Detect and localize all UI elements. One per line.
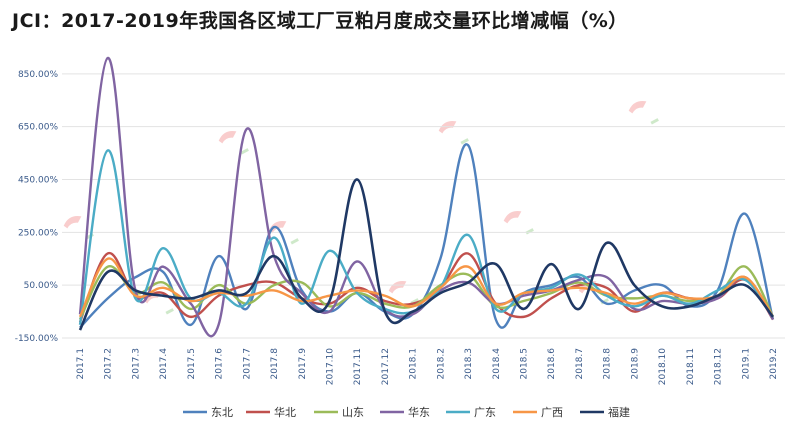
- legend-label: 东北: [211, 406, 233, 419]
- y-tick-label: -150.00%: [15, 334, 59, 344]
- x-axis-ticks: 2017.1 2017.2 2017.3 2017.4 2017.5 2017.6 2017…: [76, 348, 779, 385]
- legend-label: 华北: [274, 405, 296, 419]
- series-line-7: [78, 178, 775, 331]
- x-tick-label: 2019.2: [769, 348, 779, 380]
- x-tick-label: 2017.5: [187, 348, 197, 380]
- x-tick-label: 2018.6: [547, 348, 557, 380]
- legend-label: 华东: [408, 405, 430, 419]
- x-tick-label: 2018.5: [520, 348, 530, 380]
- x-tick-label: 2017.11: [353, 348, 363, 385]
- x-tick-label: 2017.10: [325, 348, 335, 385]
- x-tick-label: 2018.7: [575, 348, 585, 380]
- legend: 东北 华北 山东 华东 广东 广西 福建: [183, 405, 630, 419]
- x-tick-label: 2017.2: [104, 348, 114, 380]
- series-line-4: [78, 56, 775, 338]
- x-tick-label: 2017.1: [76, 348, 86, 380]
- x-tick-label: 2018.9: [630, 348, 640, 380]
- x-tick-label: 2018.10: [658, 348, 668, 385]
- y-axis-ticks: 850.00% 650.00% 450.00% 250.00% 50.00% -150.0…: [15, 70, 59, 344]
- series-line-5: [78, 149, 774, 325]
- x-tick-label: 2018.1: [409, 348, 419, 380]
- x-tick-label: 2018.4: [492, 348, 502, 380]
- y-tick-label: 250.00%: [18, 228, 58, 238]
- x-tick-label: 2019.1: [741, 348, 751, 380]
- y-tick-label: 850.00%: [18, 70, 58, 80]
- x-tick-label: 2018.8: [603, 348, 613, 380]
- watermark: [503, 211, 534, 235]
- x-tick-label: 2017.4: [159, 348, 169, 380]
- legend-label: 广东: [474, 406, 496, 419]
- x-tick-label: 2017.9: [298, 348, 308, 380]
- x-tick-label: 2018.3: [464, 348, 474, 380]
- x-tick-label: 2018.2: [436, 348, 446, 380]
- x-tick-label: 2018.12: [714, 348, 724, 385]
- y-tick-label: 650.00%: [18, 123, 58, 133]
- series-line-6: [78, 257, 775, 318]
- watermark: [438, 121, 469, 145]
- x-tick-label: 2017.3: [131, 348, 141, 380]
- x-tick-label: 2017.12: [381, 348, 391, 385]
- legend-label: 山东: [342, 406, 364, 419]
- x-tick-label: 2017.6: [215, 348, 225, 380]
- series-lines: [78, 56, 775, 338]
- legend-label: 福建: [608, 405, 630, 419]
- x-tick-label: 2018.11: [686, 348, 696, 385]
- chart-title: JCI：2017-2019年我国各区域工厂豆粕月度成交量环比增减幅（%）: [12, 10, 628, 32]
- y-tick-label: 50.00%: [24, 281, 59, 291]
- y-tick-label: 450.00%: [18, 176, 58, 186]
- watermark: [218, 131, 249, 155]
- x-tick-label: 2017.7: [242, 348, 252, 380]
- legend-label: 广西: [541, 406, 563, 419]
- watermark: [628, 101, 659, 125]
- x-tick-label: 2017.8: [270, 348, 280, 380]
